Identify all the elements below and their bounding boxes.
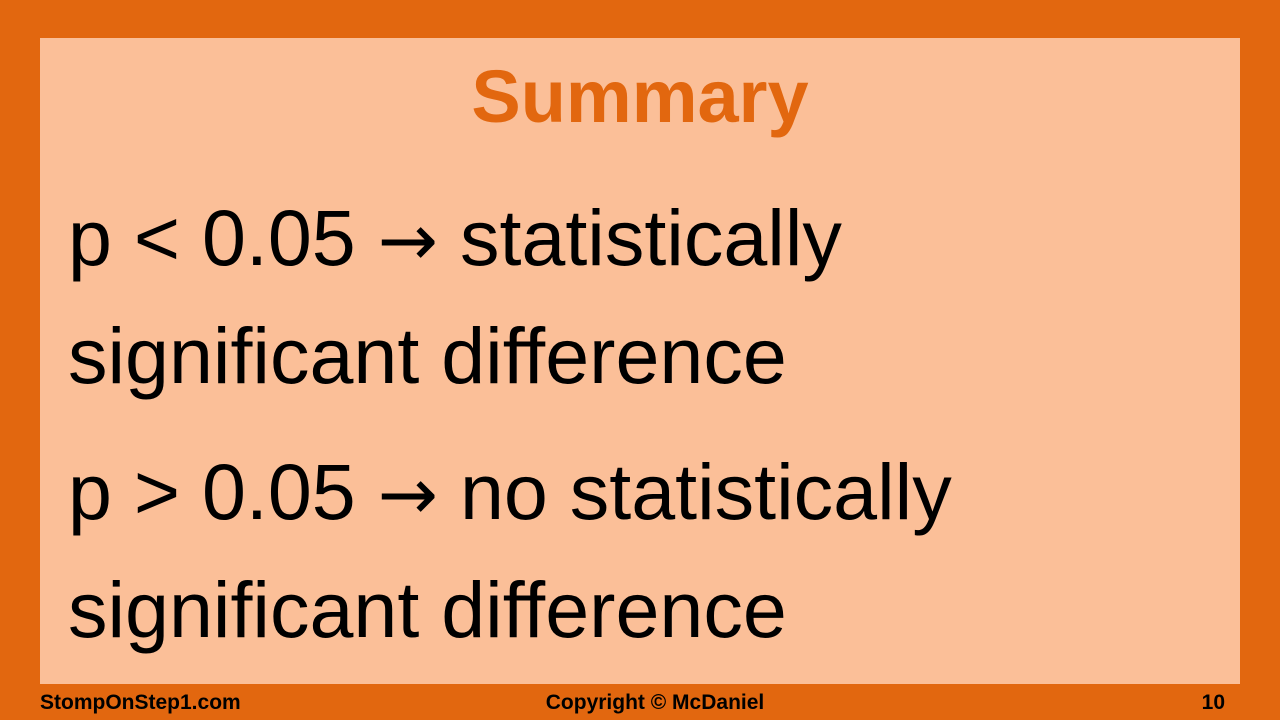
footer-copyright: Copyright © McDaniel [545, 691, 765, 714]
bullet-line-1: p > 0.05 → no statistically [68, 434, 1228, 552]
right-arrow-icon: → [377, 452, 439, 536]
p-value-condition: p < 0.05 [68, 193, 356, 282]
bullet-text: statistically [459, 193, 842, 282]
p-value-condition: p > 0.05 [68, 447, 356, 536]
footer-website: StompOnStep1.com [40, 691, 241, 714]
bullet-text: no statistically [459, 447, 952, 536]
right-arrow-icon: → [377, 198, 439, 282]
slide-title: Summary [471, 55, 809, 138]
slide-panel [40, 38, 1240, 684]
bullet-significant: p < 0.05 → statistically significant dif… [68, 180, 1228, 414]
bullet-line-1: p < 0.05 → statistically [68, 180, 1228, 298]
bullet-not-significant: p > 0.05 → no statistically significant … [68, 434, 1228, 668]
slide-number: 10 [1201, 691, 1225, 714]
bullet-line-2: significant difference [68, 311, 787, 400]
bullet-line-2: significant difference [68, 565, 787, 654]
